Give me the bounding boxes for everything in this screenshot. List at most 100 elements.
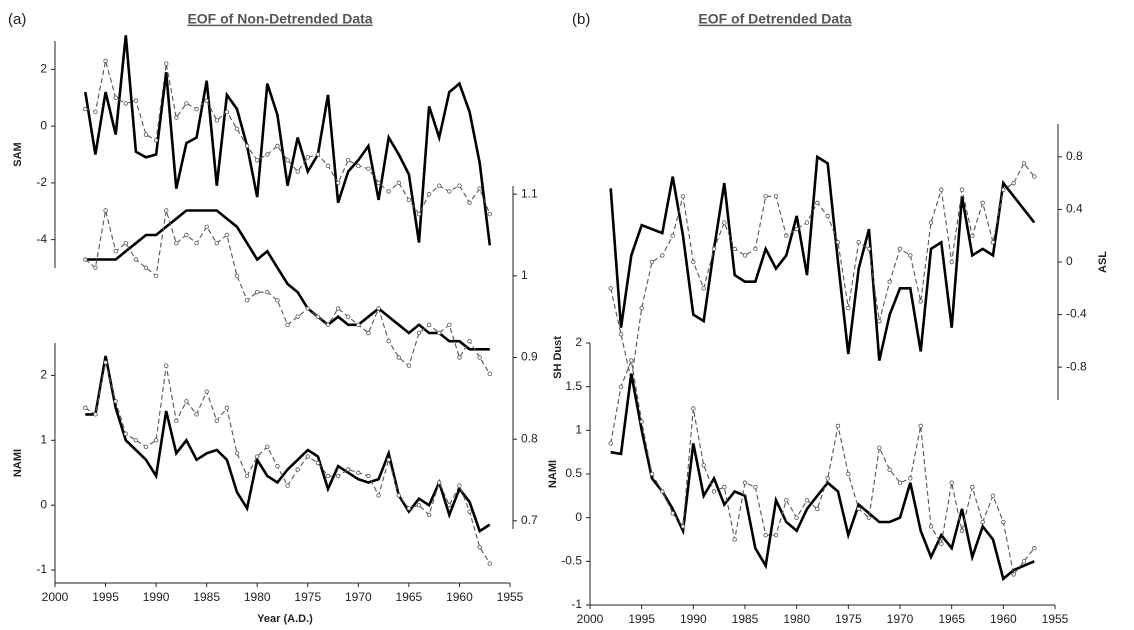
data-point — [224, 232, 230, 238]
x-tick-label: 2000 — [42, 590, 69, 604]
data-point — [376, 493, 381, 498]
data-point — [722, 484, 727, 490]
x-tick-label: 1985 — [732, 612, 759, 626]
y-tick-label: -0.4 — [1066, 307, 1087, 321]
data-point — [275, 143, 280, 149]
data-point — [846, 471, 851, 477]
data-point — [487, 211, 492, 217]
panel-label: (a) — [8, 11, 26, 28]
data-point — [133, 257, 139, 262]
y-axis-label: NAMI — [547, 460, 559, 488]
data-point — [426, 512, 432, 518]
x-tick-label: 1985 — [193, 590, 220, 604]
data-point — [447, 502, 452, 508]
data-point — [732, 246, 737, 252]
data-point — [153, 438, 159, 443]
data-point — [815, 506, 820, 512]
data-point — [174, 115, 179, 120]
data-point — [447, 322, 452, 328]
y-tick-label: 1.1 — [521, 186, 538, 200]
data-point — [457, 483, 462, 488]
data-point — [487, 561, 492, 566]
data-point — [224, 109, 230, 115]
data-point — [908, 253, 913, 258]
data-point — [113, 249, 118, 254]
data-point — [426, 192, 432, 197]
data-point — [346, 467, 351, 472]
data-point — [366, 330, 371, 336]
data-point — [753, 246, 758, 252]
data-point — [877, 318, 882, 324]
data-point — [356, 322, 361, 328]
data-point — [804, 220, 810, 225]
data-point — [990, 493, 996, 499]
data-point — [244, 473, 250, 479]
y-axis-label: SAM — [12, 142, 24, 166]
data-point — [143, 132, 149, 137]
data-point — [376, 180, 381, 186]
data-point — [315, 460, 321, 466]
data-point — [255, 289, 260, 295]
y-tick-label: -0.5 — [561, 554, 582, 568]
data-point — [887, 467, 892, 472]
data-point — [846, 305, 851, 311]
data-point — [784, 233, 789, 238]
data-point — [184, 232, 189, 238]
x-tick-label: 1990 — [680, 612, 707, 626]
data-point — [908, 476, 913, 481]
data-point — [897, 246, 903, 252]
y-tick-label: 0 — [1066, 254, 1073, 268]
data-point — [897, 480, 903, 485]
data-point — [477, 186, 482, 191]
data-point — [103, 58, 108, 64]
data-point — [265, 152, 270, 157]
data-point — [234, 126, 240, 132]
data-point — [949, 259, 954, 265]
data-point — [123, 431, 128, 437]
data-point — [970, 484, 975, 490]
data-point — [608, 286, 613, 291]
data-point — [1001, 187, 1006, 192]
x-tick-label: 1970 — [887, 612, 914, 626]
data-point — [366, 166, 371, 171]
x-tick-label: 1965 — [938, 612, 965, 626]
data-point — [980, 200, 985, 206]
x-tick-label: 2000 — [577, 612, 604, 626]
y-tick-label: 2 — [40, 62, 47, 76]
data-point — [295, 169, 300, 174]
data-point — [887, 279, 892, 284]
data-point — [366, 473, 371, 479]
data-point — [711, 489, 717, 494]
data-point — [477, 545, 482, 550]
data-point — [396, 180, 401, 186]
x-tick-label: 1975 — [294, 590, 321, 604]
y-tick-label: 1 — [40, 432, 47, 446]
data-point — [866, 515, 872, 520]
data-point — [285, 322, 290, 328]
data-point — [763, 532, 768, 538]
data-point — [386, 189, 391, 194]
data-line — [610, 358, 1035, 576]
x-axis-label: Year (A.D.) — [257, 613, 313, 625]
y-axis-label: ASL — [1097, 251, 1109, 273]
data-point — [437, 330, 442, 336]
data-point — [103, 208, 108, 213]
panel-title: EOF of Non-Detrended Data — [187, 11, 372, 27]
data-point — [325, 473, 331, 479]
data-point — [416, 330, 422, 336]
data-point — [396, 355, 401, 360]
data-point — [164, 363, 169, 368]
data-point — [335, 180, 341, 186]
data-point — [416, 211, 422, 217]
data-point — [386, 338, 391, 344]
data-point — [990, 240, 996, 245]
data-point — [406, 363, 412, 368]
y-tick-label: 0 — [575, 510, 582, 524]
data-point — [825, 213, 830, 219]
data-point — [959, 187, 965, 192]
y-tick-label: -0.8 — [1066, 359, 1087, 373]
data-point — [1021, 559, 1027, 564]
x-tick-label: 1980 — [783, 612, 810, 626]
data-point — [346, 157, 351, 163]
x-tick-label: 1975 — [835, 612, 862, 626]
